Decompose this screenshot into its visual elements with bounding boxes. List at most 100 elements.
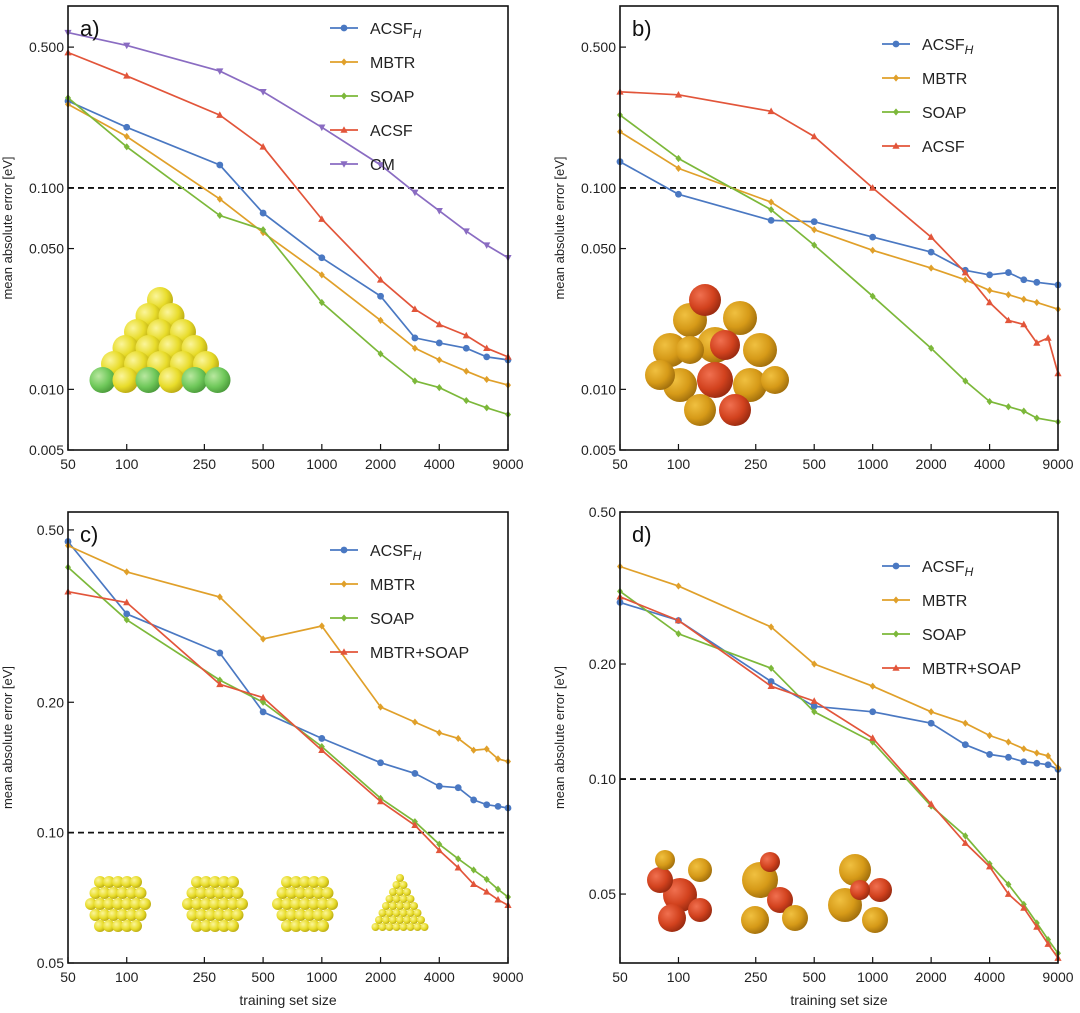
data-point [768, 206, 775, 214]
legend-item: SOAP [330, 89, 414, 106]
y-tick-label: 0.500 [581, 39, 616, 55]
data-point [494, 895, 502, 903]
data-point [927, 233, 935, 240]
data-point [1004, 890, 1013, 897]
data-point [986, 397, 993, 406]
data-point [674, 90, 683, 98]
legend-label: ACSF [922, 139, 965, 156]
data-point [1033, 298, 1040, 307]
data-point [411, 377, 418, 385]
x-tick-label: 250 [744, 456, 768, 472]
data-point [123, 616, 130, 624]
data-point [216, 195, 223, 203]
legend-marker [340, 161, 348, 168]
data-point [462, 344, 470, 352]
legend-marker [893, 596, 899, 604]
data-point [483, 353, 491, 361]
data-point [1020, 295, 1027, 303]
data-point [462, 331, 470, 339]
panel-label: c) [80, 522, 98, 547]
series-line [619, 114, 1059, 423]
data-point [483, 875, 490, 883]
data-point [674, 616, 683, 624]
data-point [123, 72, 131, 79]
y-tick-label: 0.100 [581, 180, 616, 196]
x-tick-label: 4000 [974, 969, 1005, 985]
data-point [1004, 316, 1013, 324]
legend-marker [340, 648, 348, 655]
legend-item: ACSFH [882, 37, 974, 57]
cluster-illustration [647, 850, 892, 934]
data-point [123, 598, 131, 606]
data-point [869, 682, 876, 690]
data-point [495, 885, 502, 893]
x-tick-label: 4000 [974, 456, 1005, 472]
data-point [483, 242, 491, 249]
data-point [411, 189, 419, 197]
x-tick-label: 100 [667, 969, 691, 985]
data-point [435, 339, 443, 347]
data-point [675, 164, 682, 172]
x-tick-label: 2000 [365, 969, 396, 985]
data-point [1045, 752, 1052, 760]
cluster-illustration [85, 874, 429, 932]
x-tick-label: 500 [251, 456, 275, 472]
y-tick-label: 0.05 [589, 886, 616, 902]
data-point [675, 582, 682, 590]
legend: ACSFH MBTR SOAP ACSF [882, 37, 974, 156]
y-tick-label: 0.100 [29, 180, 64, 196]
panel-label: b) [632, 16, 652, 41]
data-point [123, 132, 130, 141]
legend: ACSFH MBTR SOAP MBTR+SOAP [330, 543, 469, 662]
data-point [318, 622, 325, 630]
legend-label: ACSF [370, 123, 413, 140]
series-acsf-h [616, 598, 1062, 773]
legend-label: SOAP [922, 627, 966, 644]
data-point [318, 254, 326, 262]
x-tick-label: 2000 [916, 969, 947, 985]
y-tick-label: 0.050 [29, 241, 64, 257]
data-point [1033, 414, 1040, 422]
data-point [1033, 278, 1041, 286]
legend-label: ACSFH [922, 37, 974, 57]
data-point [767, 107, 775, 115]
data-point [986, 751, 994, 758]
x-tick-label: 50 [612, 456, 628, 472]
data-point [462, 228, 470, 235]
panel-a: 50 100 250 500 1000 2000 4000 9000 0.005 0.010 0.0… [0, 5, 524, 472]
data-point [986, 298, 994, 306]
x-tick-label: 4000 [424, 456, 455, 472]
legend-marker [893, 108, 899, 116]
data-point [377, 759, 384, 767]
series-line [67, 541, 509, 809]
data-point [259, 209, 267, 217]
data-point [961, 268, 969, 276]
data-point [259, 143, 267, 150]
x-axis-label: training set size [790, 992, 887, 1008]
data-point [216, 593, 223, 601]
legend: ACSFH MBTR SOAP ACSF CM [330, 21, 422, 174]
data-point [123, 42, 131, 50]
y-tick-label: 0.50 [37, 522, 64, 538]
data-point [962, 719, 969, 727]
data-point [1020, 745, 1027, 753]
data-point [435, 207, 443, 215]
data-point [1005, 880, 1012, 888]
data-point [259, 708, 267, 716]
legend-marker [892, 664, 900, 671]
data-point [1005, 269, 1012, 276]
data-point [1005, 753, 1012, 761]
series-mbtr [617, 562, 1061, 772]
data-point [675, 630, 682, 638]
x-tick-label: 250 [193, 456, 217, 472]
data-point [810, 218, 818, 226]
legend-item: ACSF [882, 139, 965, 156]
data-point [376, 162, 385, 169]
data-point [1033, 749, 1040, 757]
legend-marker [892, 562, 900, 570]
data-point [962, 377, 969, 385]
series-soap [65, 563, 511, 901]
legend-marker [341, 614, 347, 622]
series-acsf-h [616, 158, 1062, 289]
data-point [494, 802, 502, 810]
